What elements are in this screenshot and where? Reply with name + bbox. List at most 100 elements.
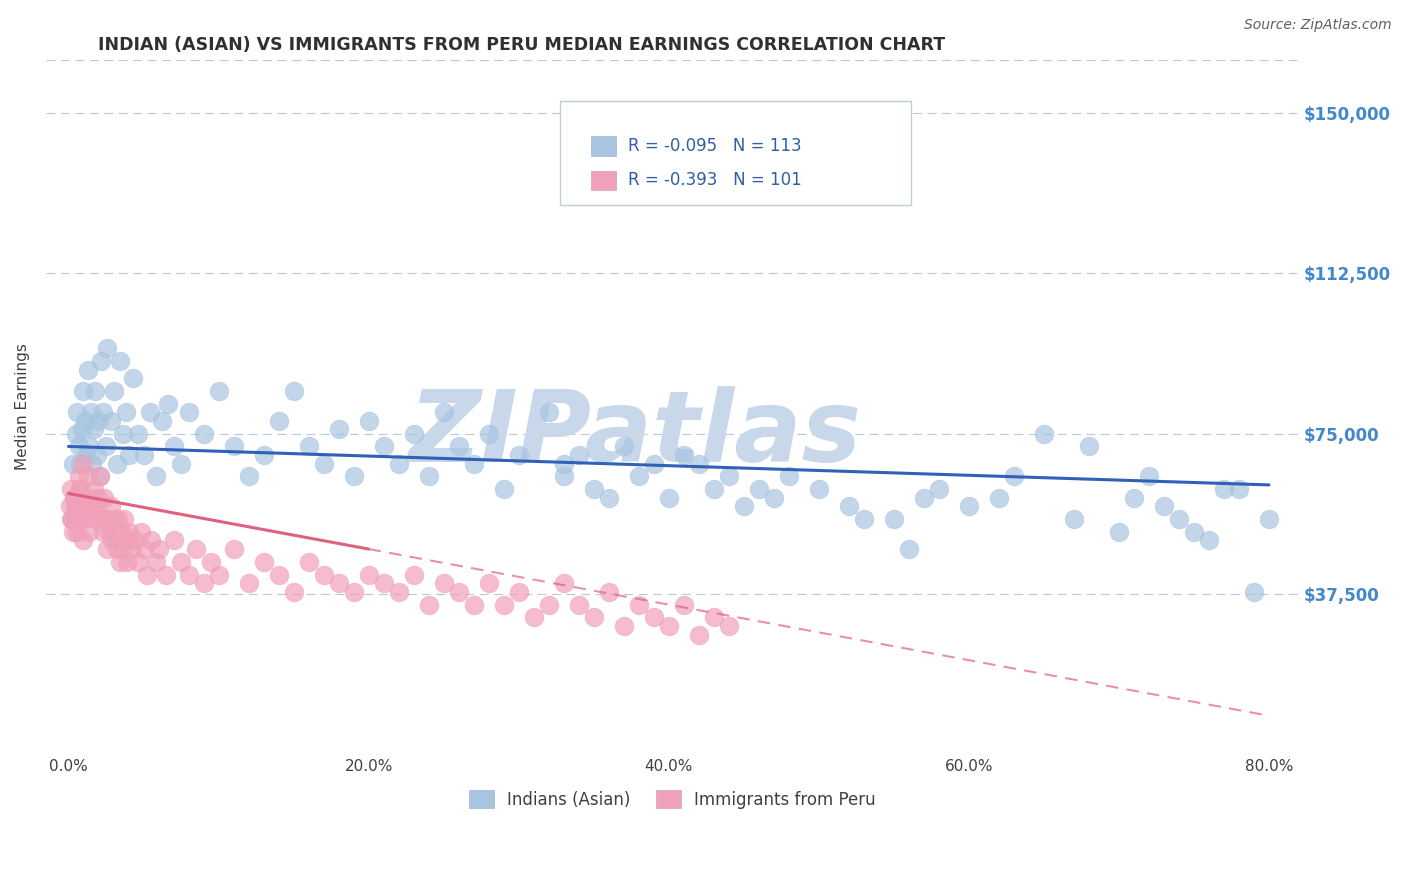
Point — [508, 584, 530, 599]
Text: R = -0.095   N = 113: R = -0.095 N = 113 — [628, 137, 801, 155]
Point — [447, 439, 470, 453]
Point — [132, 448, 155, 462]
Point — [207, 567, 229, 582]
Point — [238, 576, 260, 591]
Point — [145, 469, 167, 483]
Point — [91, 524, 114, 539]
Point — [91, 405, 114, 419]
Point — [553, 457, 575, 471]
Point — [145, 555, 167, 569]
Point — [1168, 512, 1191, 526]
Point — [402, 426, 425, 441]
Point — [59, 482, 82, 496]
Point — [553, 469, 575, 483]
Text: R = -0.393   N = 101: R = -0.393 N = 101 — [628, 171, 801, 189]
Point — [112, 512, 135, 526]
Point — [883, 512, 905, 526]
Point — [1063, 512, 1085, 526]
Point — [90, 354, 112, 368]
Point — [672, 598, 695, 612]
Point — [162, 533, 184, 548]
Point — [87, 491, 110, 505]
Point — [150, 414, 173, 428]
Point — [1077, 439, 1099, 453]
Point — [170, 457, 193, 471]
Point — [80, 405, 103, 419]
Point — [568, 598, 591, 612]
Point — [70, 422, 93, 436]
Point — [703, 482, 725, 496]
Point — [613, 439, 636, 453]
Point — [388, 584, 411, 599]
Point — [82, 500, 104, 514]
Bar — [591, 170, 616, 190]
Point — [76, 500, 98, 514]
Point — [463, 598, 485, 612]
Point — [1227, 482, 1250, 496]
Point — [402, 567, 425, 582]
Legend: Indians (Asian), Immigrants from Peru: Indians (Asian), Immigrants from Peru — [463, 783, 883, 815]
Point — [613, 619, 636, 633]
Point — [418, 469, 440, 483]
Point — [537, 405, 560, 419]
Point — [72, 533, 94, 548]
Point — [433, 576, 456, 591]
Point — [987, 491, 1010, 505]
Point — [342, 469, 364, 483]
Point — [100, 500, 122, 514]
Point — [93, 491, 115, 505]
Point — [65, 512, 87, 526]
Point — [170, 555, 193, 569]
Point — [177, 405, 200, 419]
Point — [643, 457, 665, 471]
Point — [267, 567, 290, 582]
Point — [63, 491, 86, 505]
Point — [117, 524, 139, 539]
Point — [122, 371, 145, 385]
Point — [838, 500, 860, 514]
Point — [115, 555, 138, 569]
Point — [748, 482, 770, 496]
Bar — [591, 136, 616, 156]
Point — [200, 555, 222, 569]
Point — [90, 512, 112, 526]
Point — [86, 500, 108, 514]
Point — [1213, 482, 1236, 496]
Point — [688, 627, 710, 641]
Point — [184, 542, 207, 557]
Point — [328, 422, 350, 436]
Point — [537, 598, 560, 612]
Point — [433, 405, 456, 419]
Point — [76, 448, 98, 462]
Point — [1137, 469, 1160, 483]
Point — [77, 362, 100, 376]
Point — [252, 448, 274, 462]
Point — [1258, 512, 1281, 526]
Point — [762, 491, 785, 505]
Point — [83, 482, 105, 496]
Text: ZIPatlas: ZIPatlas — [408, 386, 862, 483]
Point — [84, 384, 107, 398]
Point — [283, 584, 305, 599]
Point — [627, 469, 650, 483]
Point — [717, 619, 740, 633]
Point — [59, 500, 82, 514]
Point — [312, 457, 335, 471]
Point — [297, 439, 319, 453]
Point — [373, 439, 395, 453]
Point — [135, 567, 157, 582]
Point — [101, 533, 124, 548]
Point — [672, 448, 695, 462]
Point — [127, 426, 149, 441]
Point — [73, 414, 96, 428]
Point — [703, 610, 725, 624]
Point — [69, 457, 91, 471]
Point — [357, 567, 380, 582]
Point — [62, 457, 84, 471]
Point — [238, 469, 260, 483]
Point — [108, 555, 131, 569]
Point — [297, 555, 319, 569]
Point — [1002, 469, 1025, 483]
Point — [1153, 500, 1175, 514]
Point — [62, 491, 84, 505]
